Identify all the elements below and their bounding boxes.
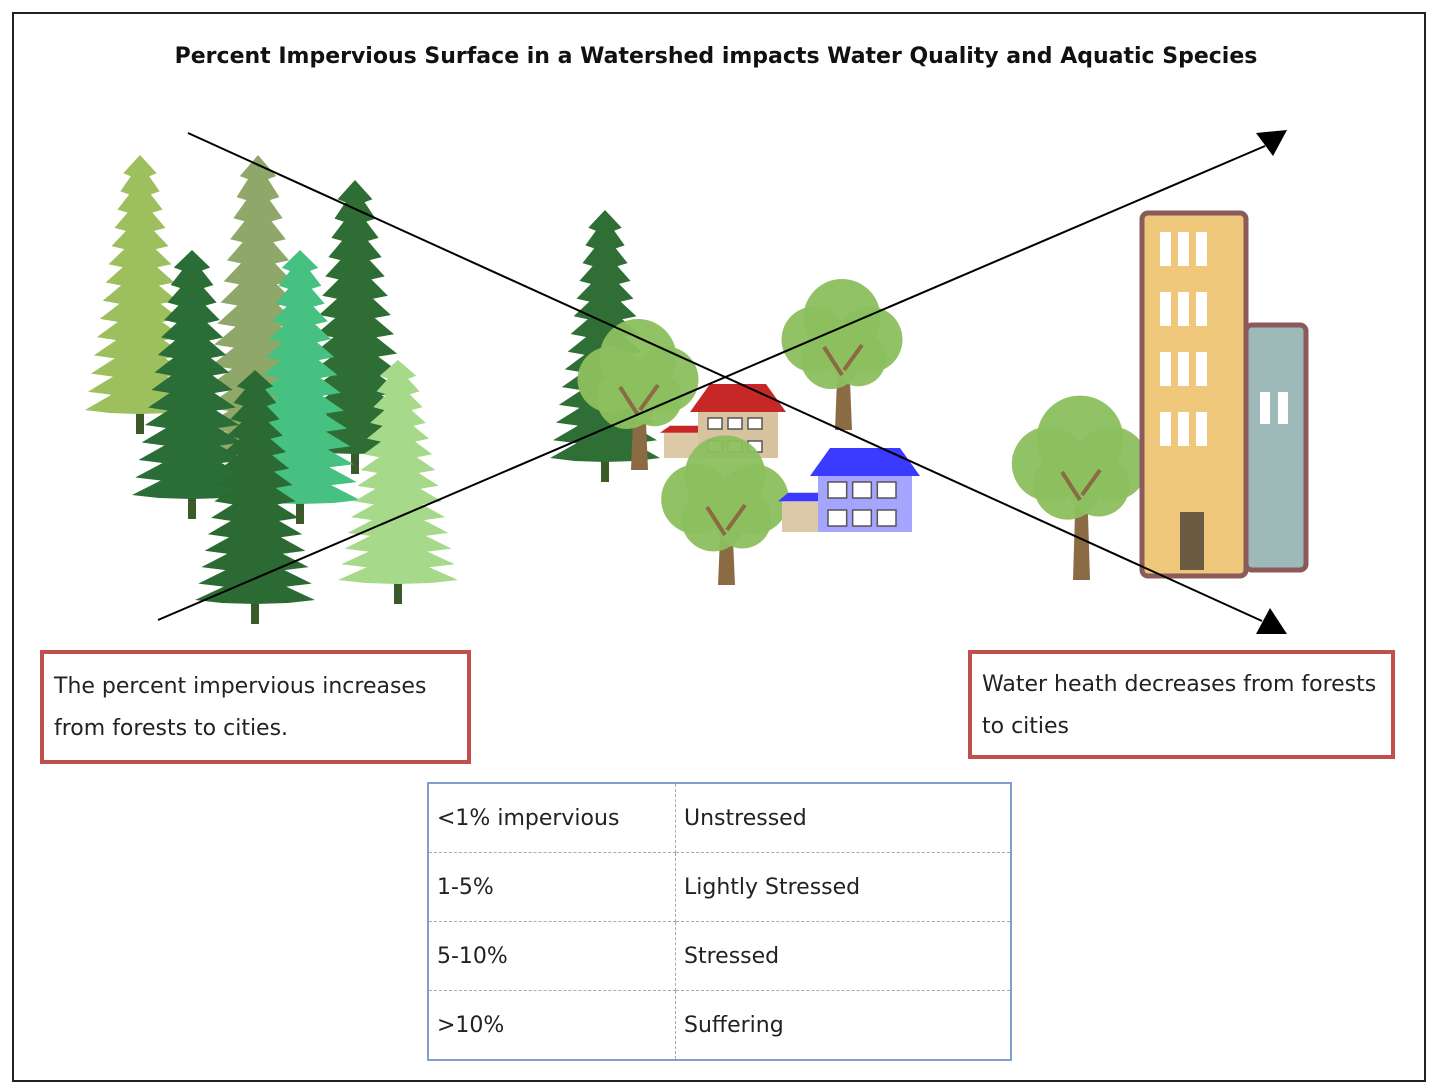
leaf-cluster xyxy=(831,331,886,386)
window xyxy=(828,510,847,526)
arrowhead xyxy=(1256,130,1287,156)
table-cell: Suffering xyxy=(676,991,1012,1061)
house-wing xyxy=(782,501,820,532)
window xyxy=(708,418,722,429)
table-row: 1-5%Lightly Stressed xyxy=(428,853,1011,922)
leaf-cluster xyxy=(713,491,771,549)
building-window xyxy=(1260,392,1270,424)
building-window xyxy=(1278,392,1288,424)
table-cell: Lightly Stressed xyxy=(676,853,1012,922)
house-wing-roof xyxy=(660,426,700,433)
title: Percent Impervious Surface in a Watershe… xyxy=(0,44,1432,69)
window xyxy=(877,482,896,498)
building-window xyxy=(1196,352,1207,386)
note-box: The percent impervious increases from fo… xyxy=(40,650,471,764)
building-window xyxy=(1160,352,1171,386)
window xyxy=(828,482,847,498)
page: {"header": {"title": "Percent Impervious… xyxy=(0,0,1432,1068)
window xyxy=(877,510,896,526)
building-window xyxy=(1160,292,1171,326)
leaf-cluster xyxy=(1068,455,1130,517)
table-cell: 1-5% xyxy=(428,853,676,922)
table-cell: >10% xyxy=(428,991,676,1061)
note-box: Water heath decreases from forests to ci… xyxy=(968,650,1395,759)
table-cell: Stressed xyxy=(676,922,1012,991)
building xyxy=(1246,325,1306,570)
building-window xyxy=(1160,412,1171,446)
window xyxy=(853,510,872,526)
building-window xyxy=(1196,232,1207,266)
building-window xyxy=(1178,412,1189,446)
table-cell: Unstressed xyxy=(676,783,1012,853)
building-window xyxy=(1178,352,1189,386)
building-window xyxy=(1160,232,1171,266)
table-cell: <1% impervious xyxy=(428,783,676,853)
window xyxy=(728,418,742,429)
table-cell: 5-10% xyxy=(428,922,676,991)
building-door xyxy=(1180,512,1204,570)
window xyxy=(748,418,762,429)
building-window xyxy=(1178,232,1189,266)
building-window xyxy=(1196,412,1207,446)
building-window xyxy=(1178,292,1189,326)
house-roof xyxy=(810,448,920,476)
building-window xyxy=(1196,292,1207,326)
window xyxy=(853,482,872,498)
table-row: 5-10%Stressed xyxy=(428,922,1011,991)
table-row: >10%Suffering xyxy=(428,991,1011,1061)
